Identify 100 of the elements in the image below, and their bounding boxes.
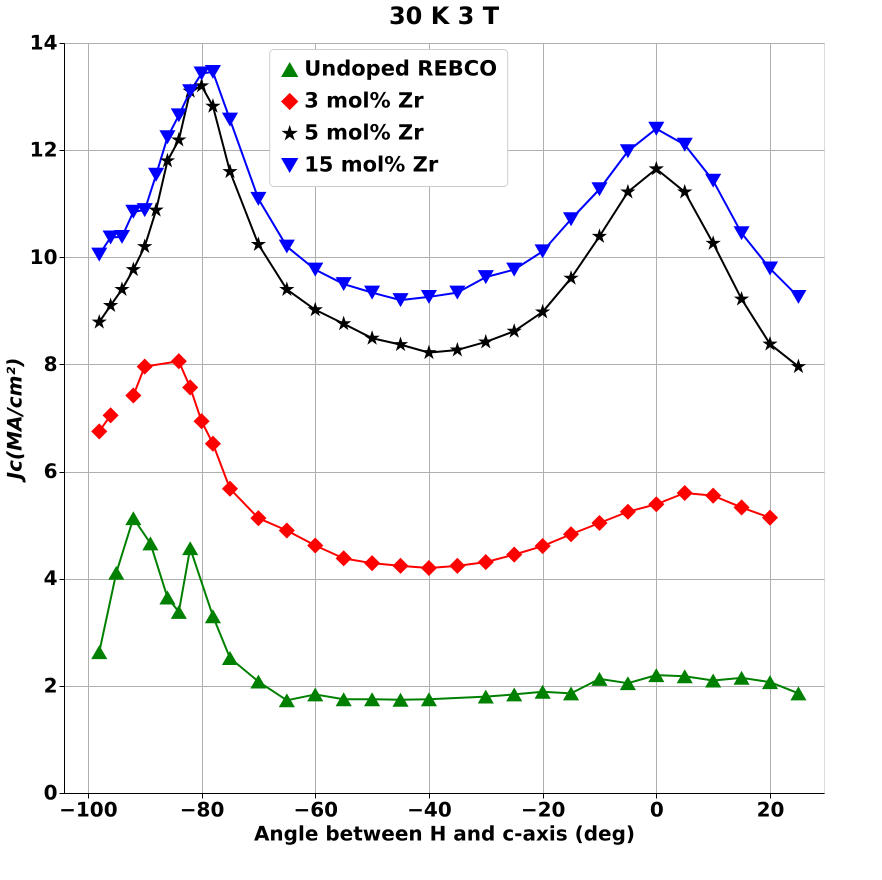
y-axis-title: Jc(MA/cm²) — [2, 358, 27, 484]
point — [392, 293, 409, 308]
point — [250, 510, 266, 526]
point — [648, 122, 664, 136]
point — [392, 692, 409, 707]
x-axis-title: Angle between H and c-axis (deg) — [254, 822, 636, 846]
y-tick-label: 12 — [30, 138, 58, 162]
x-tick-label: 0 — [650, 798, 664, 822]
point — [762, 675, 778, 690]
y-tick-label: 10 — [30, 244, 58, 269]
point — [148, 202, 164, 217]
point — [705, 488, 722, 504]
point — [620, 184, 636, 198]
x-tick-label: −60 — [293, 798, 338, 822]
point — [194, 78, 210, 92]
point — [250, 192, 266, 206]
point — [125, 204, 142, 219]
point — [91, 248, 108, 262]
point — [136, 203, 153, 218]
point — [278, 693, 295, 708]
point — [278, 240, 295, 254]
point — [170, 353, 187, 370]
point — [762, 510, 778, 526]
point — [677, 184, 692, 198]
point — [336, 550, 352, 566]
y-tick-label: 14 — [30, 30, 58, 54]
point — [204, 64, 221, 79]
point — [676, 484, 693, 502]
point — [279, 281, 294, 296]
point — [308, 302, 323, 316]
point — [250, 236, 266, 251]
point — [336, 316, 352, 330]
point — [562, 212, 580, 226]
point — [336, 692, 352, 706]
point — [478, 554, 494, 570]
point — [790, 358, 806, 374]
point — [364, 692, 380, 706]
point — [108, 566, 124, 580]
point — [762, 336, 778, 351]
point — [204, 436, 221, 452]
point — [762, 262, 778, 276]
x-tick-label: −20 — [520, 798, 566, 822]
y-tick-label: 0 — [44, 780, 58, 804]
point — [734, 499, 750, 516]
point — [705, 235, 721, 250]
point — [591, 672, 608, 686]
point — [591, 514, 608, 532]
point — [620, 144, 636, 158]
x-tick-label: −100 — [59, 798, 118, 822]
point — [364, 286, 380, 300]
point — [171, 132, 186, 146]
point — [420, 692, 437, 706]
legend-label: Undoped REBCO — [304, 56, 498, 80]
point — [170, 108, 187, 122]
point — [307, 687, 324, 702]
point — [114, 281, 130, 296]
point — [102, 407, 119, 424]
point — [592, 228, 608, 243]
point — [307, 537, 324, 554]
point — [591, 182, 608, 196]
legend-label: 3 mol% Zr — [304, 88, 424, 112]
point — [160, 152, 176, 168]
point — [506, 546, 522, 563]
point — [125, 511, 142, 526]
point — [92, 314, 107, 329]
point — [676, 138, 693, 152]
point — [420, 560, 437, 576]
point — [534, 304, 550, 318]
point — [562, 686, 580, 700]
point — [648, 496, 664, 512]
point — [142, 536, 158, 550]
point — [136, 358, 153, 375]
point — [648, 160, 664, 176]
point — [205, 98, 221, 113]
point — [125, 387, 142, 404]
point — [307, 262, 324, 277]
legend-label: 5 mol% Zr — [304, 120, 424, 144]
point — [534, 244, 551, 258]
point — [449, 558, 466, 574]
point — [534, 538, 551, 554]
point — [620, 504, 636, 520]
point — [194, 66, 210, 81]
point — [222, 651, 238, 665]
point — [478, 270, 494, 284]
x-tick-label: −80 — [180, 798, 224, 822]
point — [449, 286, 466, 300]
x-tick-label: 20 — [756, 798, 784, 822]
point — [790, 686, 806, 700]
point — [392, 558, 409, 574]
point — [114, 230, 130, 244]
point — [91, 645, 108, 660]
point — [506, 323, 522, 338]
point — [790, 290, 806, 304]
point — [278, 522, 295, 539]
point — [159, 590, 176, 604]
point — [159, 130, 176, 144]
point — [676, 669, 693, 684]
y-tick-label: 2 — [44, 673, 58, 698]
legend-label: 15 mol% Zr — [304, 152, 439, 176]
point — [336, 277, 352, 292]
